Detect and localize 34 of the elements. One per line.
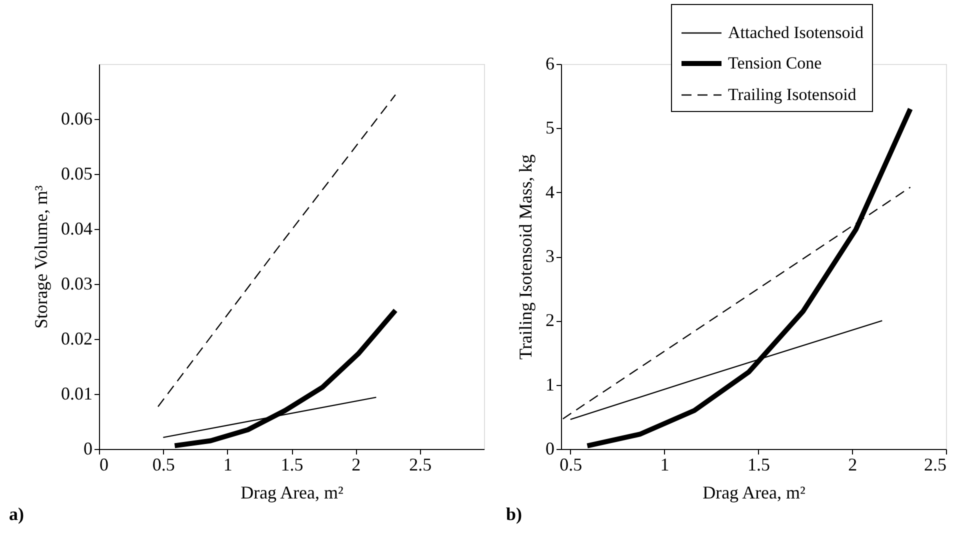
x-axis-title: Drag Area, m²: [240, 482, 344, 502]
x-tick-label: 0.5: [152, 454, 175, 474]
y-tick-label: 1: [546, 374, 554, 394]
x-tick-label: 2.5: [409, 454, 432, 474]
y-tick-label: 0.02: [61, 328, 92, 348]
x-tick-label: 1.5: [747, 454, 770, 474]
y-tick-label: 4: [546, 182, 554, 202]
y-tick-label: 0.05: [61, 164, 92, 184]
y-axis-title: Storage Volume, m³: [31, 184, 51, 329]
x-tick-label: 2: [848, 454, 858, 474]
x-tick-label: 0: [100, 454, 108, 474]
y-tick-label: 0: [546, 438, 554, 458]
text: b): [506, 504, 522, 524]
legend-label: Trailing Isotensoid: [728, 85, 857, 104]
y-tick-label: 0.03: [61, 274, 92, 294]
legend-label: Tension Cone: [728, 54, 822, 72]
x-tick-label: 1.5: [280, 454, 304, 474]
y-tick-label: 0.06: [61, 108, 92, 128]
x-tick-label: 0.5: [560, 454, 582, 474]
y-tick-label: 2: [546, 310, 554, 330]
y-tick-label: 3: [546, 246, 554, 266]
y-axis-title: Trailing Isotensoid Mass, kg: [516, 154, 536, 360]
x-axis-title: Drag Area, m²: [702, 482, 806, 502]
x-tick-label: 1: [223, 454, 232, 474]
legend-label: Attached Isotensoid: [728, 23, 864, 42]
x-tick-label: 2.5: [924, 454, 946, 474]
y-tick-label: 6: [546, 54, 554, 74]
x-tick-label: 1: [660, 454, 670, 474]
y-tick-label: 0: [84, 438, 92, 458]
y-tick-label: 0.04: [61, 218, 92, 238]
x-tick-label: 2: [352, 454, 361, 474]
y-tick-label: 5: [546, 118, 554, 138]
text: a): [9, 504, 24, 524]
y-tick-label: 0.01: [61, 384, 92, 404]
